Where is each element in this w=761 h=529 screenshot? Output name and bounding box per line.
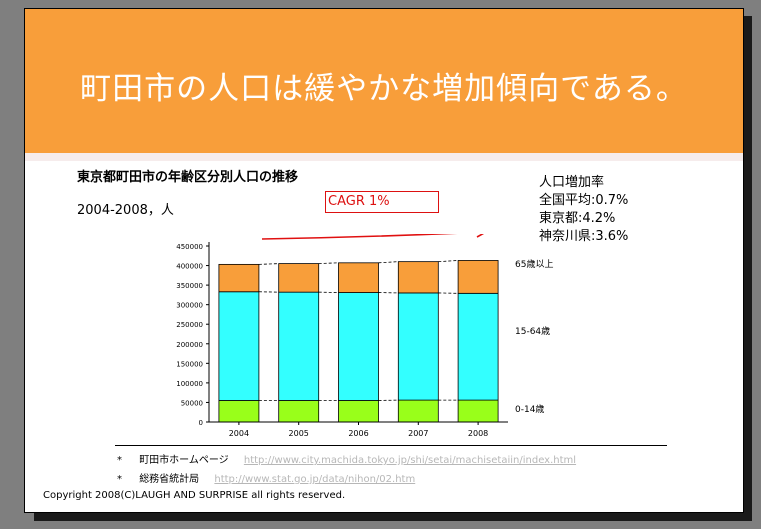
copyright: Copyright 2008(C)LAUGH AND SURPRISE all … (43, 490, 346, 501)
bar-group (218, 260, 499, 423)
bullet: * (117, 474, 122, 485)
bar-segment (218, 400, 260, 423)
bar-segment (218, 291, 260, 401)
growth-tokyo: 東京都:4.2% (539, 211, 616, 226)
cagr-arrow-head (476, 234, 485, 238)
bar-segment (457, 399, 499, 423)
bar-segment (278, 291, 320, 401)
x-tick-label: 2005 (289, 429, 309, 438)
source-label: 総務省統計局 (139, 474, 200, 485)
source-link[interactable]: http://www.city.machida.tokyo.jp/shi/set… (243, 455, 577, 466)
source-rule (115, 445, 667, 446)
bar-segment (397, 261, 439, 294)
bar-segment (338, 292, 379, 401)
x-tick-label: 2007 (408, 429, 428, 438)
bar-segment (457, 292, 499, 401)
source-item: * 総務省統計局 http://www.stat.go.jp/data/niho… (117, 470, 415, 485)
connector-line (378, 261, 399, 264)
y-tick-label: 300000 (176, 302, 203, 310)
bar-segment (397, 399, 439, 423)
bar-segment (218, 263, 260, 293)
y-tick-label: 50000 (181, 399, 203, 407)
y-tick-label: 350000 (176, 282, 203, 290)
cagr-arrow (261, 234, 485, 240)
label-0-14: 0-14歳 (515, 405, 545, 415)
population-chart: 0 50000 100000 150000 200000 250000 300000 3500… (176, 234, 508, 438)
y-tick-label: 400000 (176, 263, 203, 271)
bar-segment (397, 292, 439, 401)
bar-segment (278, 400, 320, 423)
y-tick-label: 0 (199, 419, 203, 427)
label-65-plus: 65歳以上 (515, 260, 554, 270)
connector-line (438, 260, 459, 263)
y-tick-label: 100000 (176, 380, 203, 388)
cagr-arrow-line (261, 234, 458, 240)
x-tick-label: 2006 (348, 429, 368, 438)
chart-subtitle: 2004-2008，人 (77, 203, 174, 218)
growth-heading: 人口増加率 (539, 175, 605, 190)
growth-national: 全国平均:0.7% (539, 193, 629, 208)
x-tick-label: 2008 (468, 429, 488, 438)
slide: 町田市の人口は緩やかな増加傾向である。 東京都町田市の年齢区分別人口の推移 20… (24, 8, 744, 513)
connector-line (318, 262, 339, 264)
source-item: * 町田市ホームページ http://www.city.machida.toky… (117, 451, 576, 466)
divider-band (25, 153, 743, 161)
y-tick-label: 150000 (176, 360, 203, 368)
bar-segment (278, 263, 320, 293)
x-tick-label: 2004 (229, 429, 249, 438)
y-axis: 0 50000 100000 150000 200000 250000 300000 3500… (176, 242, 210, 427)
source-link[interactable]: http://www.stat.go.jp/data/nihon/02.htm (214, 474, 416, 485)
source-label: 町田市ホームページ (139, 455, 229, 466)
label-15-64: 15-64歳 (515, 327, 551, 337)
y-tick-label: 250000 (176, 321, 203, 329)
connector-lines (258, 260, 459, 401)
y-tick-label: 200000 (176, 341, 203, 349)
connector-line (258, 263, 279, 265)
bar-segment (338, 400, 379, 423)
bar-segment (457, 260, 499, 294)
bar-segment (338, 262, 379, 293)
title-banner: 町田市の人口は緩やかな増加傾向である。 (25, 9, 743, 153)
growth-kanagawa: 神奈川県:3.6% (539, 229, 629, 244)
cagr-label: CAGR 1% (325, 191, 439, 213)
y-tick-label: 450000 (176, 243, 203, 251)
x-axis: 2004 2005 2006 2007 2008 (209, 421, 508, 438)
chart-title: 東京都町田市の年齢区分別人口の推移 (77, 170, 299, 185)
bullet: * (117, 455, 122, 466)
slide-title: 町田市の人口は緩やかな増加傾向である。 (80, 71, 688, 107)
